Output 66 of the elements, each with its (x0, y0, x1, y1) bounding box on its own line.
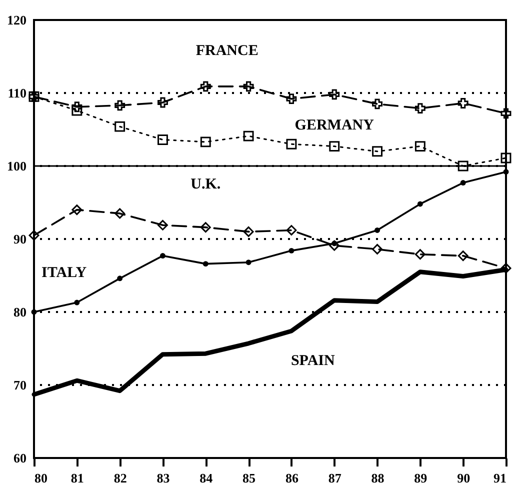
x-tick-label: 86 (285, 470, 299, 486)
series-label: FRANCE (196, 42, 258, 59)
point (72, 204, 82, 216)
text: U.K. (190, 176, 221, 193)
point (202, 261, 208, 267)
x-tick-label: 83 (156, 470, 170, 486)
point (200, 136, 211, 148)
point (286, 225, 297, 236)
x-tick-label: 82 (114, 470, 127, 486)
x-tick-label: 84 (200, 470, 214, 486)
x-tick-label: 81 (70, 470, 84, 486)
point (158, 97, 168, 108)
point (74, 300, 80, 306)
point (114, 121, 126, 132)
point (374, 228, 380, 233)
point (246, 260, 252, 266)
y-tick-label: 110 (8, 86, 26, 100)
point (200, 81, 211, 92)
y-tick-label: 60 (14, 450, 26, 466)
point (114, 208, 126, 219)
x-tick-label: 88 (371, 470, 385, 486)
y-tick-label: 120 (7, 12, 26, 28)
x-tick-label: 91 (494, 470, 506, 486)
y-tick-label: 70 (14, 378, 26, 392)
point (117, 276, 123, 282)
point (414, 141, 426, 152)
point (372, 244, 382, 254)
point (158, 134, 168, 145)
point (460, 180, 466, 186)
x-tick-label: 90 (457, 470, 470, 486)
point (329, 141, 340, 152)
point (200, 222, 211, 233)
point (458, 250, 468, 262)
point (458, 98, 468, 108)
point (414, 103, 426, 114)
series-label: GERMANY (294, 117, 374, 134)
y-tick-label: 90 (14, 232, 26, 246)
point (114, 100, 126, 111)
y-tick-label: 100 (7, 158, 26, 174)
series-label: ITALY (42, 264, 87, 281)
point (72, 102, 82, 112)
point (414, 249, 426, 260)
point (158, 220, 168, 230)
point (72, 105, 82, 116)
x-tick-label: 89 (414, 470, 428, 486)
point (286, 138, 297, 150)
point (500, 108, 512, 119)
point (286, 94, 297, 104)
point (243, 81, 254, 92)
point (329, 89, 340, 100)
series-label: SPAIN (290, 353, 336, 370)
point (31, 309, 37, 315)
point (160, 253, 166, 259)
x-tick-label: 87 (328, 470, 342, 486)
point (243, 226, 254, 237)
x-tick-label: 85 (242, 470, 256, 486)
x-tick-label: 80 (34, 470, 48, 486)
point (372, 98, 382, 110)
point (417, 201, 423, 207)
point (243, 130, 254, 142)
y-tick-label: 80 (14, 304, 26, 320)
point (500, 152, 512, 164)
point (503, 169, 509, 175)
point (372, 146, 382, 157)
point (288, 248, 294, 254)
point (458, 160, 468, 172)
